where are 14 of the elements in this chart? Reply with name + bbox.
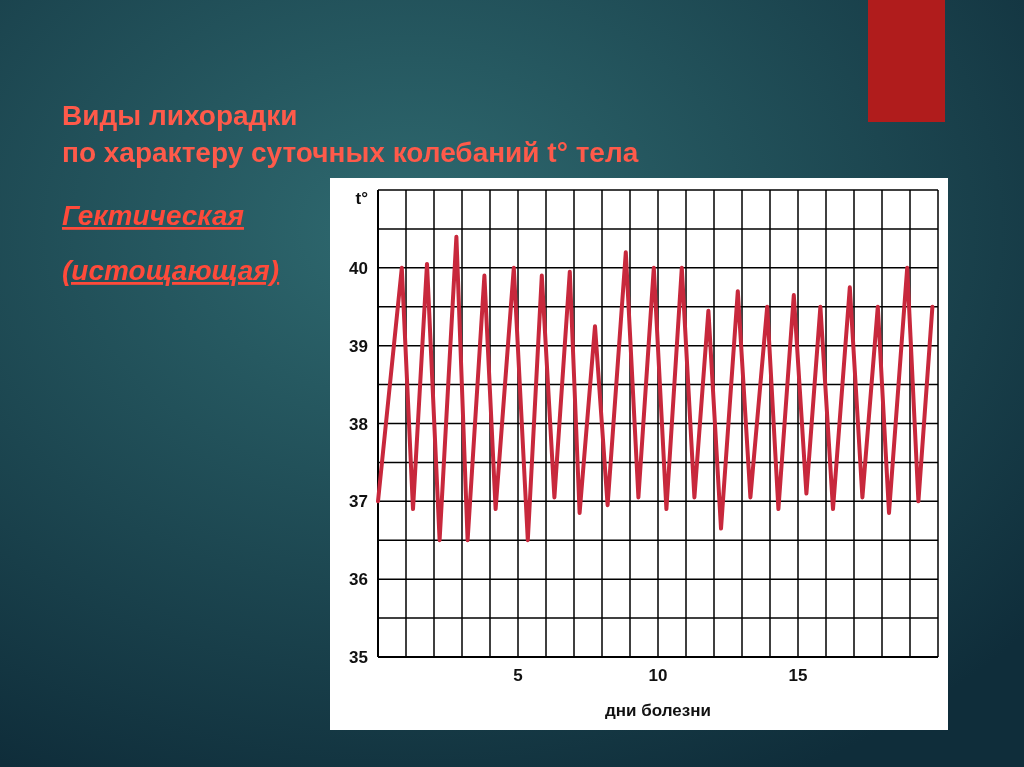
y-tick-label: 39	[349, 336, 368, 356]
y-axis-title: t°	[355, 189, 369, 208]
y-tick-label: 40	[349, 258, 368, 278]
y-tick-label: 36	[349, 570, 368, 590]
text: Гектическая (истощающая)	[62, 200, 280, 286]
y-tick-label: 35	[349, 648, 368, 667]
y-tick-label: 38	[349, 414, 368, 434]
x-tick-label: 5	[513, 666, 523, 685]
y-tick-label: 37	[349, 492, 368, 512]
x-tick-label: 10	[648, 666, 668, 685]
x-axis-title: дни болезни	[605, 701, 711, 720]
line-series	[376, 234, 935, 543]
x-tick-label: 15	[788, 666, 808, 685]
chart-title: Виды лихорадки по характеру суточных колебаний t° тела	[62, 100, 639, 168]
